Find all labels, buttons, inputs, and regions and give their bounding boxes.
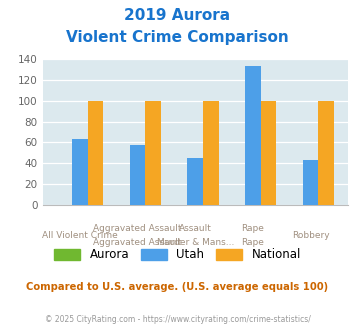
Bar [245,66,261,205]
Text: Rape: Rape [241,224,264,233]
Text: Aggravated Assault: Aggravated Assault [93,238,182,247]
Text: 2019 Aurora: 2019 Aurora [125,8,230,23]
Bar [88,101,103,205]
Bar [72,139,88,205]
Text: Rape: Rape [241,238,264,247]
Legend: Aurora, Utah, National: Aurora, Utah, National [49,244,306,266]
Text: Murder & Mans...: Murder & Mans... [157,238,234,247]
Bar [187,158,203,205]
Text: Assault: Assault [179,224,212,233]
Bar [130,146,145,205]
Text: © 2025 CityRating.com - https://www.cityrating.com/crime-statistics/: © 2025 CityRating.com - https://www.city… [45,315,310,324]
Text: All Violent Crime: All Violent Crime [42,231,118,240]
Text: Violent Crime Comparison: Violent Crime Comparison [66,30,289,45]
Text: Aggravated Assault: Aggravated Assault [93,224,182,233]
Text: Compared to U.S. average. (U.S. average equals 100): Compared to U.S. average. (U.S. average … [26,282,329,292]
Bar [303,160,318,205]
Bar [145,101,161,205]
Bar [261,101,276,205]
Text: Robbery: Robbery [292,231,329,240]
Bar [318,101,334,205]
Bar [203,101,219,205]
